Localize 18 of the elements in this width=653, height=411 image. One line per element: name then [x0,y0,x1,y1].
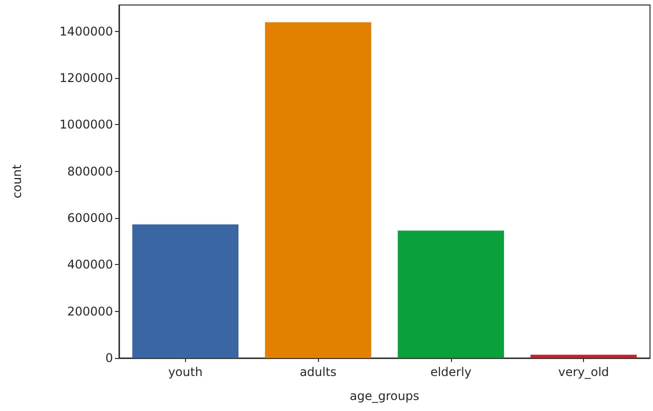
bar [398,230,504,358]
x-tick-label: very_old [558,365,610,379]
y-tick-label: 600000 [67,211,113,226]
bar [265,22,372,358]
y-tick-label: 1400000 [60,24,113,38]
x-axis-title: age_groups [350,389,420,403]
x-tick-label: elderly [430,365,472,379]
y-tick-label: 0 [105,351,113,365]
y-tick-label: 400000 [67,258,113,272]
x-tick-label: youth [168,365,203,379]
bar [132,224,238,358]
x-tick-label: adults [300,365,337,379]
y-tick-label: 800000 [67,164,113,178]
y-tick-label: 1200000 [60,71,113,86]
y-axis-title: count [10,164,24,198]
bar [530,354,637,358]
y-tick-label: 200000 [67,304,113,318]
y-tick-label: 1000000 [60,118,113,132]
